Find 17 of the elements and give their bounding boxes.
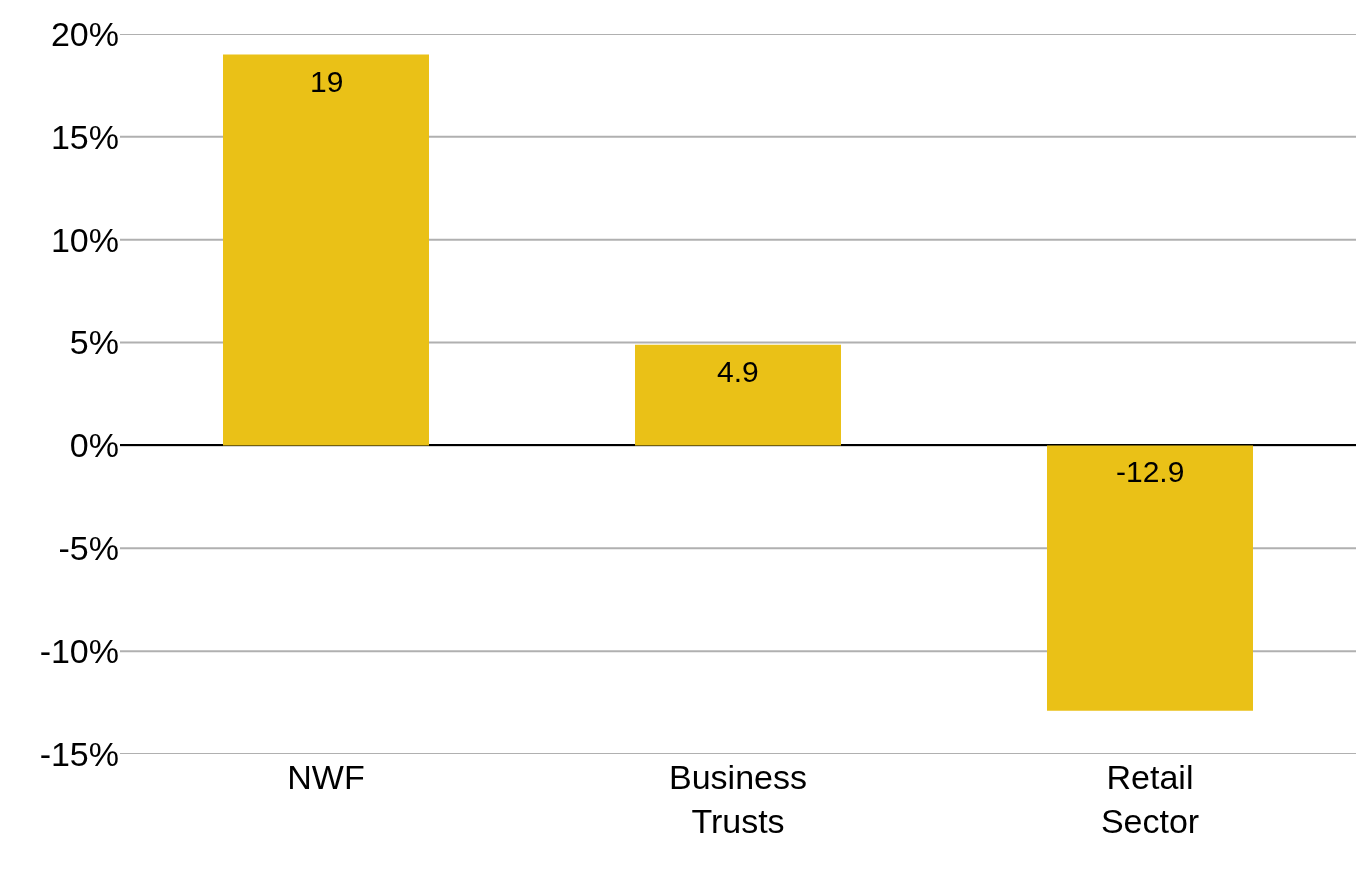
data-label: 4.9 — [717, 355, 759, 388]
bar — [1047, 445, 1253, 711]
data-label: 19 — [310, 65, 344, 98]
x-tick-label: NWF — [287, 758, 365, 796]
y-tick-label: 10% — [50, 220, 119, 259]
y-tick-label: 0% — [69, 426, 119, 465]
y-tick-label: 5% — [69, 323, 119, 362]
data-label: -12.9 — [1116, 455, 1185, 488]
y-tick-label: -5% — [58, 529, 119, 568]
y-tick-label: -15% — [39, 734, 119, 773]
bar — [223, 54, 429, 446]
y-tick-label: -10% — [39, 632, 119, 671]
y-tick-label: 20% — [50, 14, 119, 53]
bar — [635, 344, 841, 446]
x-tick-label: Retail Sector — [1100, 758, 1200, 841]
x-tick-label: Business Trusts — [669, 758, 807, 841]
y-tick-label: 15% — [50, 117, 119, 156]
